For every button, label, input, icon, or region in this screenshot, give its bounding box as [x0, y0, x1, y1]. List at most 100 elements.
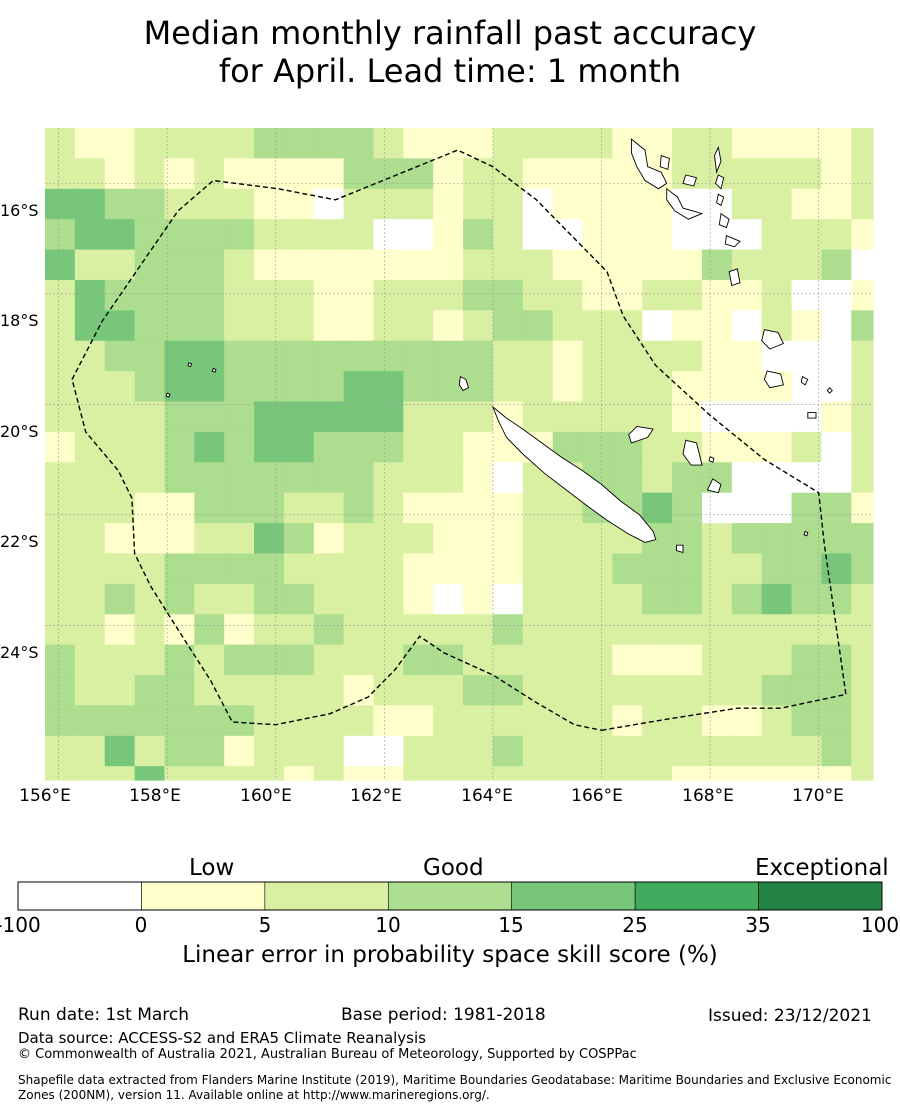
- skill-cell: [701, 675, 733, 707]
- colorbar-tick: -100: [0, 913, 41, 937]
- skill-cell: [104, 188, 136, 220]
- skill-cell: [403, 492, 434, 524]
- skill-cell: [194, 675, 225, 707]
- colorbar-swatch: [387, 881, 513, 911]
- skill-cell: [134, 523, 166, 555]
- skill-cell: [104, 158, 136, 190]
- skill-cell: [373, 310, 404, 342]
- skill-cell: [731, 675, 763, 707]
- skill-cell: [463, 462, 494, 494]
- skill-cell: [104, 705, 136, 737]
- skill-cell: [761, 766, 793, 781]
- skill-cell: [224, 249, 255, 281]
- skill-cell: [731, 128, 763, 159]
- skill-cell: [821, 583, 852, 615]
- skill-cell: [373, 128, 404, 159]
- skill-cell: [283, 705, 315, 737]
- island-outline: [714, 174, 725, 190]
- skill-cell: [791, 462, 823, 494]
- skill-cell: [791, 705, 823, 737]
- skill-cell: [313, 614, 345, 646]
- skill-cell: [433, 553, 464, 585]
- data-source: Data source: ACCESS-S2 and ERA5 Climate …: [18, 1029, 426, 1047]
- skill-cell: [731, 705, 763, 737]
- skill-cell: [164, 644, 195, 676]
- skill-cell: [552, 249, 584, 281]
- skill-cell: [701, 279, 733, 311]
- skill-cell: [254, 705, 285, 737]
- skill-cell: [731, 523, 763, 555]
- skill-cell: [74, 158, 106, 190]
- skill-cell: [283, 401, 315, 433]
- lon-tick-label: 156°E: [19, 786, 71, 806]
- skill-cell: [672, 583, 703, 615]
- skill-cell: [313, 492, 345, 524]
- island-outline: [630, 138, 668, 190]
- skill-cell: [672, 462, 703, 494]
- skill-cell: [761, 644, 793, 676]
- skill-cell: [672, 310, 703, 342]
- skill-cell: [164, 401, 195, 433]
- skill-cell: [851, 279, 874, 311]
- skill-cell: [134, 371, 166, 403]
- skill-cell: [791, 492, 823, 524]
- skill-cell: [761, 553, 793, 585]
- colorbar-swatch: [511, 881, 636, 911]
- skill-cell: [851, 249, 874, 281]
- skill-cell: [582, 158, 613, 190]
- skill-cell: [343, 371, 375, 403]
- skill-cell: [612, 675, 643, 707]
- skill-cell: [701, 371, 733, 403]
- skill-cell: [582, 583, 613, 615]
- skill-cell: [283, 614, 315, 646]
- skill-cell: [642, 310, 673, 342]
- skill-cell: [522, 158, 554, 190]
- skill-cell: [701, 492, 733, 524]
- skill-cell: [821, 249, 852, 281]
- skill-cell: [343, 188, 375, 220]
- skill-cell: [313, 158, 345, 190]
- skill-cell: [821, 371, 852, 403]
- skill-cell: [642, 614, 673, 646]
- skill-cell: [582, 219, 613, 251]
- colorbar-tick: 0: [134, 913, 148, 937]
- skill-cell: [642, 249, 673, 281]
- skill-cell: [313, 523, 345, 555]
- skill-cell: [433, 492, 464, 524]
- skill-cell: [104, 614, 136, 646]
- skill-cell: [164, 492, 195, 524]
- lon-tick-label: 168°E: [682, 786, 734, 806]
- skill-cell: [164, 766, 195, 781]
- island-outline: [682, 174, 698, 187]
- skill-cell: [612, 340, 643, 372]
- skill-cell: [164, 553, 195, 585]
- skill-cell: [761, 523, 793, 555]
- skill-cell: [373, 492, 404, 524]
- skill-cell: [761, 705, 793, 737]
- colorbar-swatch: [758, 881, 883, 911]
- skill-cell: [283, 188, 315, 220]
- lat-tick-label: 22°S: [0, 532, 39, 551]
- skill-cell: [134, 675, 166, 707]
- skill-cell: [45, 371, 76, 403]
- skill-cell: [134, 431, 166, 463]
- skill-cell: [552, 735, 584, 767]
- skill-cell: [791, 340, 823, 372]
- skill-cell: [45, 310, 76, 342]
- skill-cell: [254, 158, 285, 190]
- title-line-2: for April. Lead time: 1 month: [218, 52, 682, 90]
- skill-cell: [731, 553, 763, 585]
- skill-cell: [45, 492, 76, 524]
- skill-cell: [552, 340, 584, 372]
- skill-cell: [433, 583, 464, 615]
- skill-cell: [343, 766, 375, 781]
- lon-tick-label: 164°E: [461, 786, 513, 806]
- skill-cell: [283, 462, 315, 494]
- skill-cell: [164, 431, 195, 463]
- skill-cell: [731, 310, 763, 342]
- skill-cell: [612, 310, 643, 342]
- skill-cell: [104, 340, 136, 372]
- skill-cell: [224, 128, 255, 159]
- skill-cell: [313, 705, 345, 737]
- skill-cell: [224, 614, 255, 646]
